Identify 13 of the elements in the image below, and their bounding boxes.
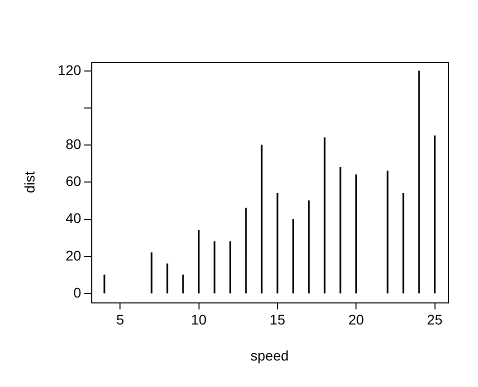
- y-tick-label: 80: [66, 136, 82, 152]
- x-tick-label: 15: [270, 312, 286, 328]
- x-axis-title: speed: [250, 347, 289, 364]
- x-tick-label: 5: [116, 312, 124, 328]
- x-tick-label: 25: [426, 312, 443, 328]
- y-tick-label: 60: [66, 173, 82, 190]
- x-tick-label: 10: [190, 312, 207, 328]
- y-tick-label: 0: [73, 284, 82, 300]
- y-tick-label: 20: [66, 247, 82, 264]
- y-tick-label: 120: [58, 62, 82, 78]
- x-tick-label: 20: [348, 312, 364, 328]
- y-axis-title: dist: [21, 171, 38, 194]
- y-tick-label: 40: [66, 210, 82, 226]
